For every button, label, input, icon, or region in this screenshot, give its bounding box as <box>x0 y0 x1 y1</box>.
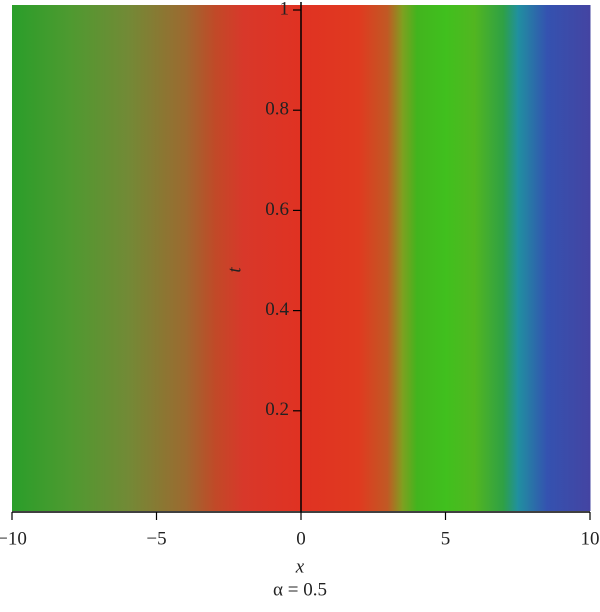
y-axis-label: t <box>224 267 245 273</box>
density-strip <box>402 5 418 511</box>
x-tick-label: 10 <box>581 528 600 549</box>
density-strip <box>127 5 186 511</box>
density-strip <box>503 5 519 511</box>
x-tick-label: −5 <box>146 528 166 549</box>
density-strip <box>12 5 71 511</box>
density-strip <box>546 5 591 511</box>
density-strip <box>69 5 129 511</box>
density-strip <box>301 5 360 511</box>
density-strip <box>214 5 244 511</box>
x-axis-label: x <box>295 556 305 577</box>
x-tick-label: 0 <box>296 528 306 549</box>
density-strip <box>243 5 302 511</box>
density-strip <box>185 5 215 511</box>
density-strip <box>358 5 389 511</box>
plot-area <box>12 5 591 511</box>
y-tick-label: 1 <box>280 0 290 19</box>
density-strip <box>517 5 548 511</box>
x-tick-label: −10 <box>0 528 27 549</box>
density-strip <box>416 5 446 511</box>
x-tick-label: 5 <box>441 528 451 549</box>
y-tick-label: 0.8 <box>265 99 289 120</box>
y-tick-label: 0.6 <box>265 199 289 220</box>
density-strip <box>445 5 475 511</box>
y-tick-label: 0.4 <box>265 299 289 320</box>
density-strip <box>474 5 504 511</box>
caption: α = 0.5 <box>273 579 327 600</box>
density-strip <box>387 5 403 511</box>
y-tick-label: 0.2 <box>265 399 289 420</box>
